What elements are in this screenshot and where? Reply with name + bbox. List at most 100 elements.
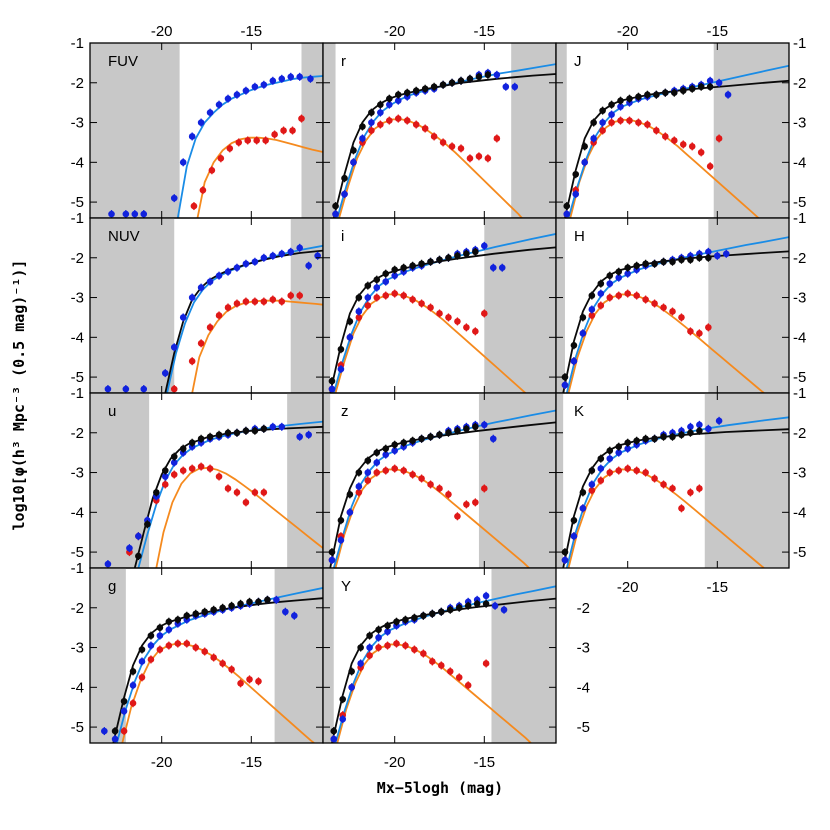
blue-point	[233, 264, 241, 272]
all-point	[463, 425, 470, 433]
x-top-tick-label: -20	[617, 23, 639, 40]
blue-point	[350, 159, 357, 166]
panel-label-z: z	[341, 403, 349, 420]
excluded-region	[556, 43, 567, 218]
all-point	[463, 250, 470, 258]
all-point	[364, 457, 372, 464]
all-point	[472, 423, 479, 431]
y-right-tick-label: -5	[793, 369, 806, 386]
all-point	[660, 258, 667, 266]
all-point	[436, 256, 443, 264]
y-left-tick-label: -4	[71, 329, 84, 346]
all-point	[429, 610, 436, 618]
y-left-tick-label: -1	[71, 210, 84, 227]
blue-point	[511, 83, 519, 91]
all-point	[357, 644, 364, 651]
blue-point	[269, 252, 277, 260]
blue-point	[491, 602, 499, 610]
blue-point	[617, 103, 624, 110]
all-point	[670, 89, 678, 97]
panel-plot-area	[323, 568, 556, 743]
y-left-tick-label: -3	[71, 115, 84, 132]
y-right-tick-label: -2	[793, 75, 806, 92]
all-point	[153, 489, 160, 496]
blue-point	[278, 75, 286, 83]
excluded-region	[90, 393, 150, 568]
red-point	[260, 298, 268, 305]
red-point	[201, 648, 209, 655]
blue-point	[287, 248, 295, 256]
panel-label-r: r	[341, 53, 346, 70]
red-point	[670, 137, 678, 144]
red-point	[289, 127, 296, 134]
all-point	[599, 107, 606, 114]
all-point	[120, 697, 128, 705]
blue-point	[706, 77, 714, 85]
red-point	[366, 652, 373, 659]
y-inner-tick-label: -5	[577, 719, 590, 736]
blue-point	[188, 133, 196, 140]
y-left-tick-label: -1	[71, 35, 84, 52]
blue-point	[161, 369, 169, 377]
red-point	[278, 298, 286, 305]
all-point	[651, 435, 658, 443]
red-point	[633, 467, 640, 474]
blue-point	[687, 423, 694, 431]
blue-point	[500, 606, 508, 614]
red-point	[393, 640, 400, 647]
x-bottom-tick-label: -20	[384, 754, 406, 771]
all-point	[409, 262, 416, 270]
red-point	[697, 149, 705, 156]
panel-plot-area	[323, 393, 556, 568]
all-point	[679, 87, 687, 95]
all-point	[608, 101, 615, 108]
red-point	[224, 304, 232, 311]
all-point	[192, 610, 200, 618]
red-point	[219, 660, 226, 667]
x-top-tick-label: -20	[151, 23, 173, 40]
all-point	[615, 268, 623, 275]
excluded-region	[478, 393, 556, 568]
all-point	[466, 75, 474, 83]
red-point	[384, 642, 391, 649]
y-left-tick-label: -1	[71, 385, 84, 402]
blue-point	[357, 660, 364, 667]
excluded-region	[511, 43, 556, 218]
blue-point	[364, 469, 372, 476]
all-point	[393, 618, 400, 625]
red-point	[215, 312, 223, 319]
red-point	[635, 119, 642, 126]
all-point	[330, 727, 338, 735]
red-point	[715, 135, 723, 142]
excluded-region	[323, 568, 334, 743]
all-point	[705, 254, 712, 262]
fit-red-line	[155, 466, 323, 568]
blue-point	[126, 544, 133, 552]
all-point	[597, 455, 605, 462]
all-point	[135, 552, 142, 560]
red-point	[615, 467, 623, 474]
all-point	[436, 431, 443, 439]
blue-point	[305, 431, 312, 439]
red-point	[156, 646, 164, 653]
all-point	[412, 87, 420, 95]
red-point	[394, 115, 402, 122]
excluded-region	[90, 218, 175, 393]
red-point	[651, 300, 658, 307]
panel-label-h: H	[574, 228, 585, 245]
all-point	[188, 439, 196, 447]
panel-label-u: u	[108, 403, 116, 420]
tick-labels-layer: -20 -15 -20 -15 -20 -15 -20 -15 -20 -15 -20 -15 -1 -2…	[71, 23, 807, 771]
all-point	[382, 445, 390, 452]
all-point	[662, 89, 669, 97]
red-point	[427, 304, 434, 311]
red-point	[412, 121, 420, 128]
blue-point	[588, 481, 596, 488]
panel-plot-area	[90, 393, 323, 568]
blue-point	[135, 532, 142, 540]
blue-point	[373, 284, 381, 291]
all-point	[669, 433, 676, 441]
panel-plot-area	[323, 218, 556, 393]
all-point	[484, 71, 492, 79]
all-point	[328, 548, 336, 556]
